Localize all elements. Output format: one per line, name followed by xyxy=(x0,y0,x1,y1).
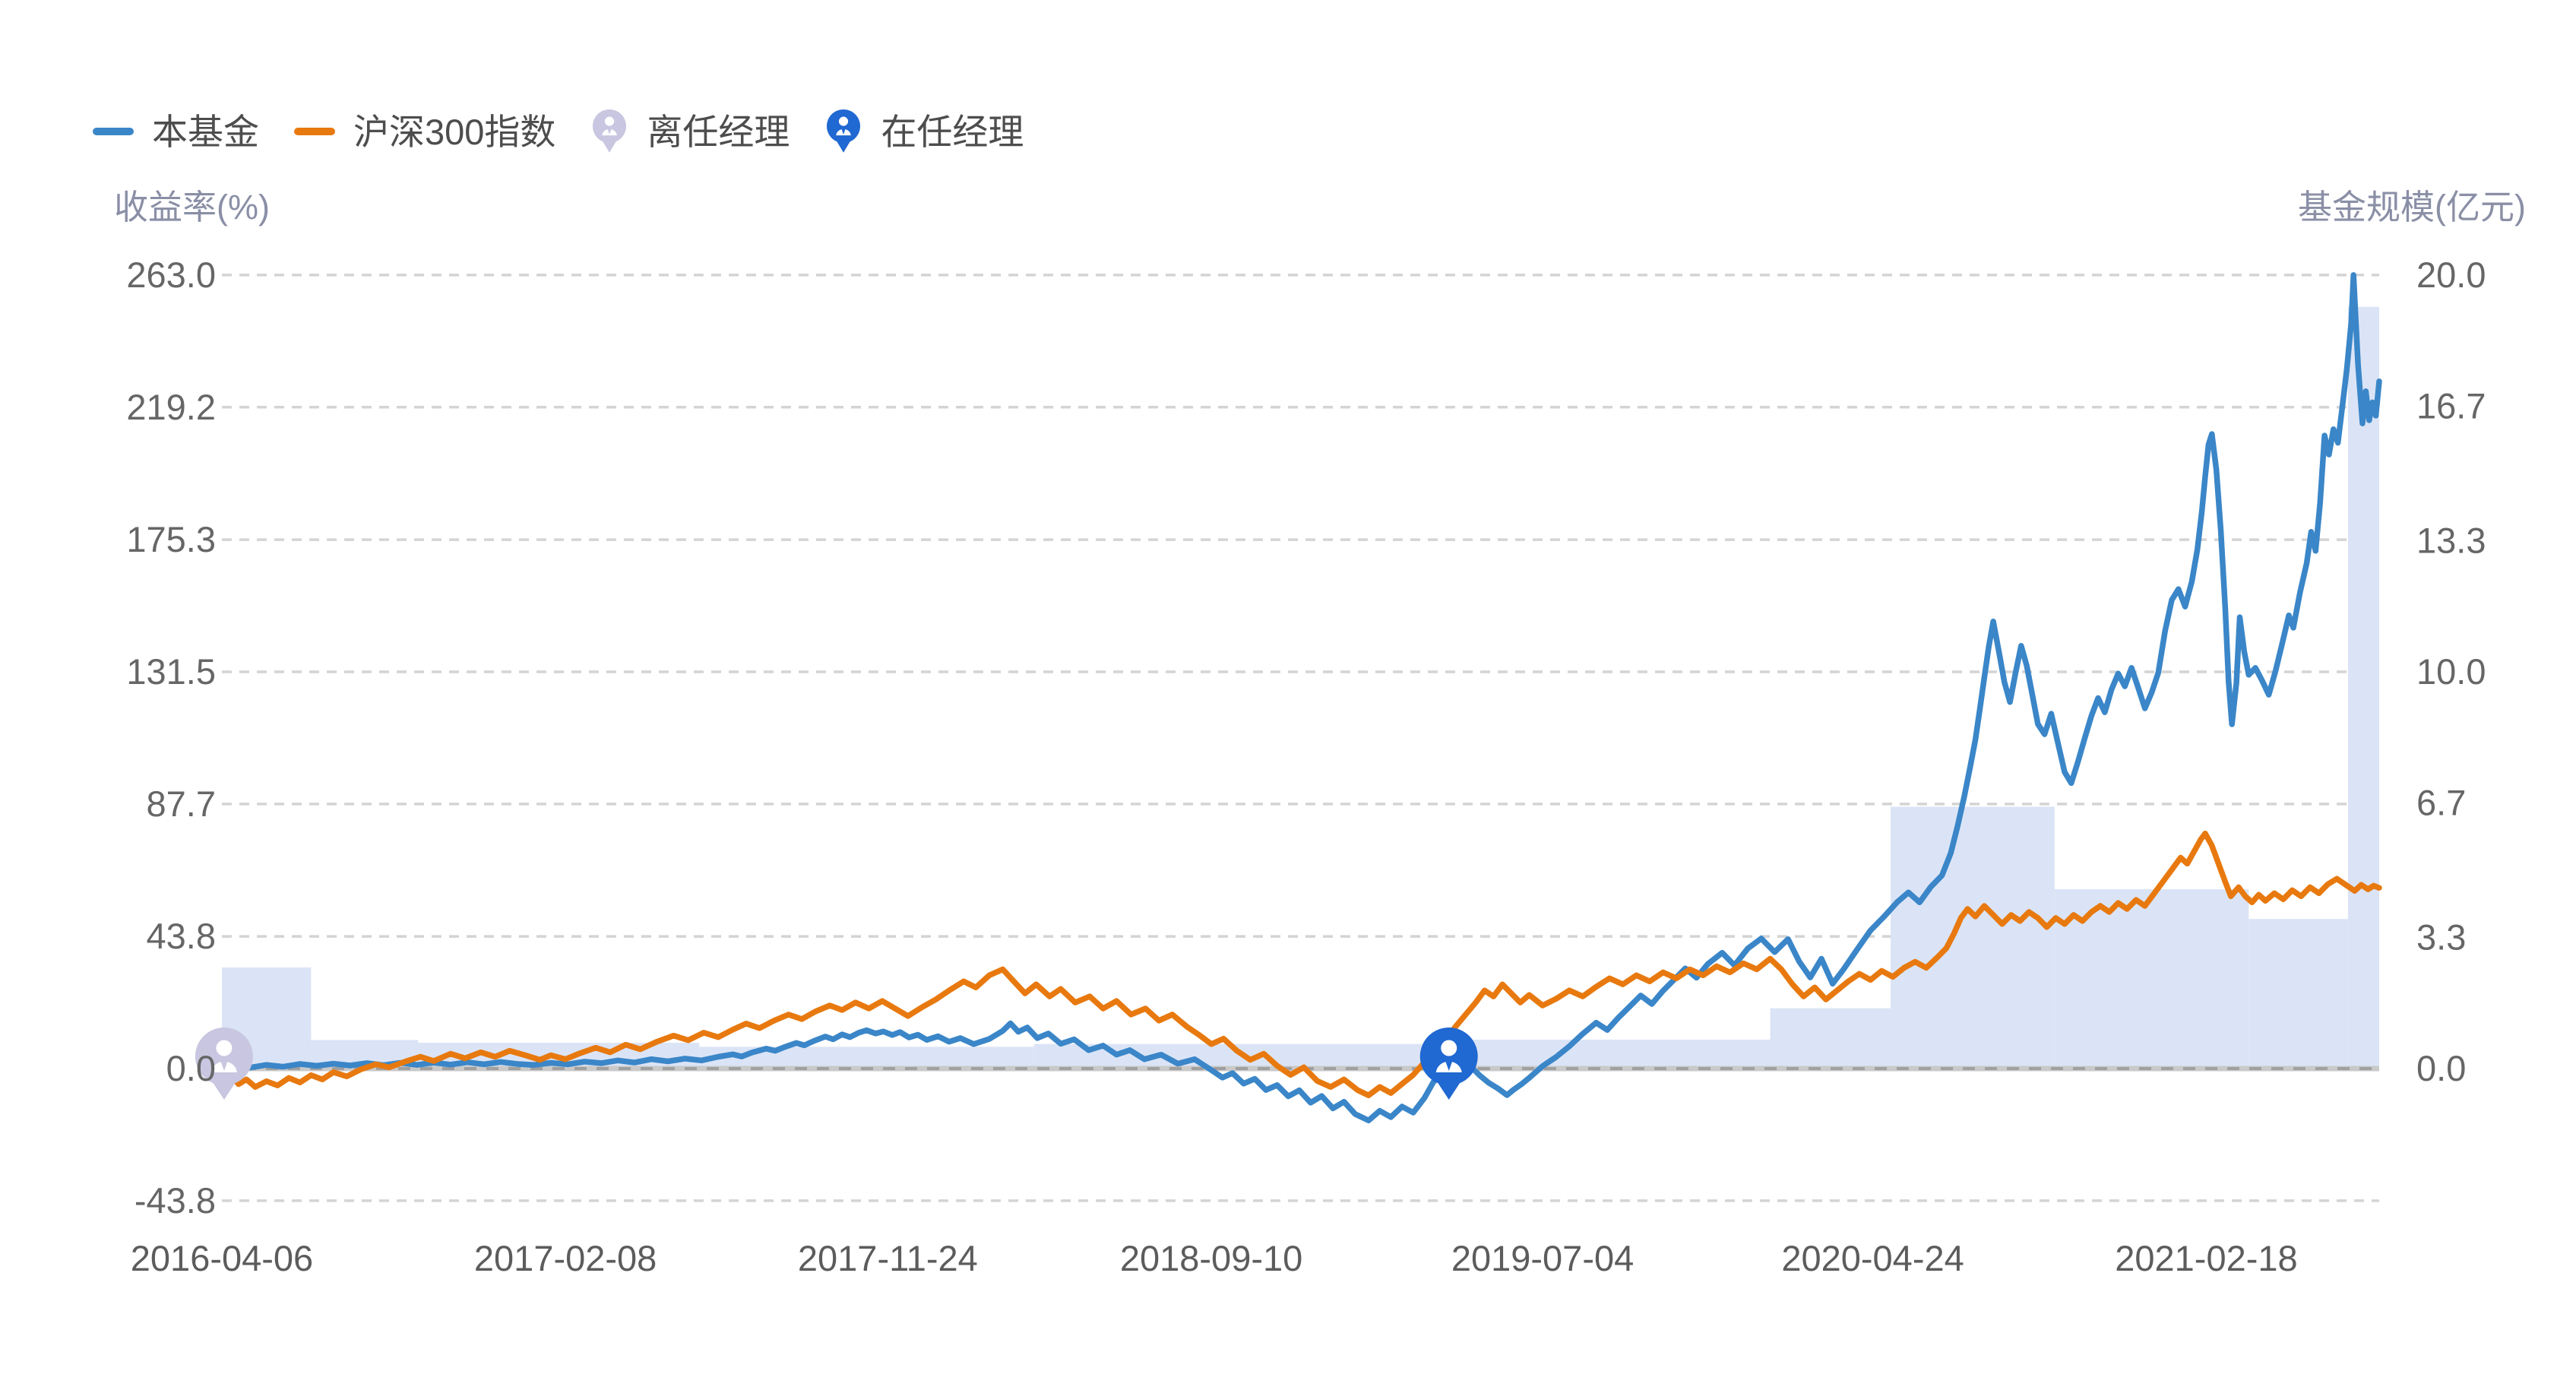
x-date-label: 2016-04-06 xyxy=(131,1238,313,1278)
fund-size-bar[interactable] xyxy=(1770,1008,1891,1069)
y-left-tick-label: 87.7 xyxy=(147,784,216,824)
fund-size-bar[interactable] xyxy=(2248,919,2348,1069)
y-left-tick-label: 43.8 xyxy=(147,916,216,956)
left-axis-title: 收益率(%) xyxy=(114,188,270,226)
csi300-index-line[interactable] xyxy=(219,830,2382,1099)
legend-label: 本基金 xyxy=(152,111,259,152)
y-right-tick-label: 3.3 xyxy=(2416,917,2466,958)
fund-size-bar[interactable] xyxy=(2347,306,2379,1069)
y-right-tick-label: 0.0 xyxy=(2416,1048,2466,1088)
fund-return-line[interactable] xyxy=(219,272,2382,1124)
x-date-label: 2021-02-18 xyxy=(2115,1238,2297,1278)
current-manager-pin[interactable] xyxy=(1419,1028,1478,1100)
legend-line-swatch xyxy=(93,128,134,135)
y-left-tick-label: -43.8 xyxy=(134,1180,216,1221)
x-date-label: 2017-11-24 xyxy=(798,1238,978,1278)
y-right-tick-label: 6.7 xyxy=(2416,782,2466,822)
fund-size-bar[interactable] xyxy=(699,1047,1034,1069)
x-date-label: 2018-09-10 xyxy=(1120,1238,1302,1278)
right-axis-title: 基金规模(亿元) xyxy=(2298,188,2526,226)
fund-size-bar[interactable] xyxy=(1453,1039,1771,1069)
legend-line-swatch xyxy=(294,128,335,135)
x-date-label: 2019-07-04 xyxy=(1451,1238,1634,1278)
former-manager-pin[interactable] xyxy=(195,1028,253,1100)
chart-legend: 本基金 沪深300指数 离任经理 在任经理 xyxy=(93,108,1024,155)
y-right-tick-label: 13.3 xyxy=(2416,521,2486,561)
y-right-tick-label: 16.7 xyxy=(2416,385,2486,426)
y-right-tick-label: 20.0 xyxy=(2416,255,2486,295)
y-left-tick-label: 175.3 xyxy=(126,519,216,559)
y-left-tick-label: 263.0 xyxy=(126,255,216,295)
x-date-label: 2017-02-08 xyxy=(474,1238,657,1278)
legend-manager-pin-icon xyxy=(827,109,861,153)
legend-manager-pin-icon xyxy=(593,109,627,153)
legend-label: 离任经理 xyxy=(647,111,790,152)
y-left-tick-label: 219.2 xyxy=(126,387,216,427)
y-left-tick-label: 0.0 xyxy=(166,1048,216,1088)
legend-item-0[interactable]: 本基金 xyxy=(93,114,259,150)
legend-item-2[interactable]: 离任经理 xyxy=(590,108,790,155)
legend-label: 沪深300指数 xyxy=(353,111,556,152)
axis-tick-labels: 263.0 219.2 175.3 131.5 87.7 43.8 0.0 -43.8 20.0… xyxy=(126,255,2486,1278)
y-right-tick-label: 10.0 xyxy=(2416,651,2486,692)
x-date-label: 2020-04-24 xyxy=(1781,1238,1964,1278)
y-left-tick-label: 131.5 xyxy=(126,651,216,692)
legend-label: 在任经理 xyxy=(881,111,1024,152)
legend-item-3[interactable]: 在任经理 xyxy=(824,108,1024,155)
fund-size-bar[interactable] xyxy=(1891,806,2055,1069)
fund-size-bars xyxy=(222,306,2379,1069)
legend-item-1[interactable]: 沪深300指数 xyxy=(294,114,555,150)
